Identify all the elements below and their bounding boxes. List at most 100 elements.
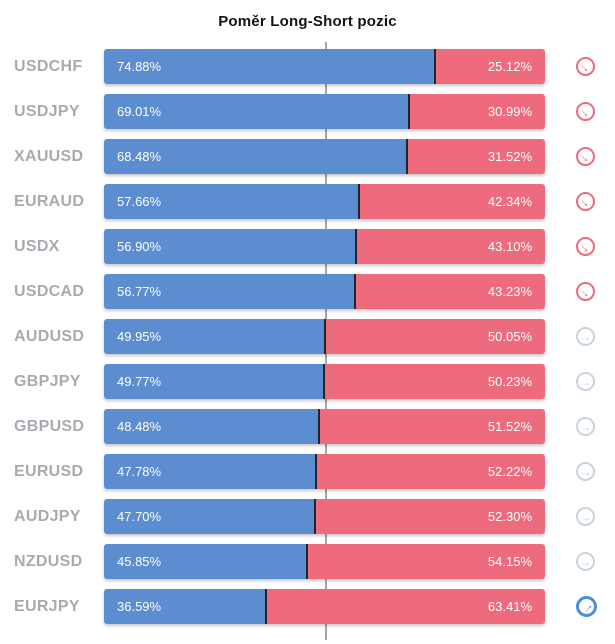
ratio-bar[interactable]: 74.88% 25.12%	[104, 49, 545, 84]
arrow-up-right-circle-icon[interactable]: →	[576, 596, 597, 617]
long-segment: 57.66%	[104, 184, 359, 219]
arrow-down-right-circle-icon[interactable]: →	[576, 147, 595, 166]
ratio-bar[interactable]: 69.01% 30.99%	[104, 94, 545, 129]
short-segment: 42.34%	[360, 184, 545, 219]
segment-divider	[405, 139, 408, 174]
pair-label: USDCHF	[14, 57, 83, 75]
segment-divider	[354, 274, 357, 309]
ratio-bar[interactable]: 68.48% 31.52%	[104, 139, 545, 174]
trend-icon-cell: →	[545, 552, 615, 571]
pair-label: USDCAD	[14, 282, 85, 300]
segment-divider	[265, 589, 268, 624]
trend-icon-cell: →	[545, 462, 615, 481]
arrow-down-right-circle-icon[interactable]: →	[576, 237, 595, 256]
table-row: GBPUSD 48.48% 51.52% →	[0, 404, 615, 449]
chart-rows: USDCHF 74.88% 25.12% → USDJPY 69.01% 30.…	[0, 44, 615, 629]
pair-label: AUDJPY	[14, 507, 81, 525]
segment-divider	[314, 499, 317, 534]
ratio-bar[interactable]: 45.85% 54.15%	[104, 544, 545, 579]
arrow-glyph: →	[579, 419, 592, 434]
short-segment: 31.52%	[407, 139, 545, 174]
short-segment: 51.52%	[319, 409, 545, 444]
long-segment: 69.01%	[104, 94, 409, 129]
segment-divider	[358, 184, 361, 219]
ratio-bar[interactable]: 57.66% 42.34%	[104, 184, 545, 219]
short-segment: 52.22%	[316, 454, 545, 489]
arrow-right-circle-icon[interactable]: →	[576, 372, 595, 391]
arrow-glyph: →	[576, 192, 595, 211]
ratio-bar[interactable]: 36.59% 63.41%	[104, 589, 545, 624]
arrow-down-right-circle-icon[interactable]: →	[576, 282, 595, 301]
long-segment: 36.59%	[104, 589, 266, 624]
pair-label: USDJPY	[14, 102, 80, 120]
segment-divider	[408, 94, 411, 129]
arrow-glyph: →	[576, 102, 595, 121]
table-row: AUDJPY 47.70% 52.30% →	[0, 494, 615, 539]
short-segment: 50.05%	[326, 319, 545, 354]
ratio-bar[interactable]: 56.77% 43.23%	[104, 274, 545, 309]
short-segment: 63.41%	[267, 589, 545, 624]
trend-icon-cell: →	[545, 57, 615, 76]
pair-label: GBPJPY	[14, 372, 81, 390]
arrow-right-circle-icon[interactable]: →	[576, 507, 595, 526]
segment-divider	[314, 454, 317, 489]
arrow-glyph: →	[579, 374, 592, 389]
long-segment: 49.95%	[104, 319, 325, 354]
arrow-down-right-circle-icon[interactable]: →	[576, 192, 595, 211]
ratio-bar[interactable]: 49.95% 50.05%	[104, 319, 545, 354]
table-row: USDX 56.90% 43.10% →	[0, 224, 615, 269]
long-segment: 74.88%	[104, 49, 435, 84]
arrow-glyph: →	[576, 237, 595, 256]
trend-icon-cell: →	[545, 192, 615, 211]
ratio-bar[interactable]: 49.77% 50.23%	[104, 364, 545, 399]
table-row: AUDUSD 49.95% 50.05% →	[0, 314, 615, 359]
short-segment: 43.10%	[356, 229, 545, 264]
trend-icon-cell: →	[545, 147, 615, 166]
long-segment: 56.77%	[104, 274, 355, 309]
short-segment: 54.15%	[308, 544, 545, 579]
arrow-glyph: →	[579, 464, 592, 479]
table-row: NZDUSD 45.85% 54.15% →	[0, 539, 615, 584]
pair-label: EURAUD	[14, 192, 85, 210]
ratio-bar[interactable]: 47.78% 52.22%	[104, 454, 545, 489]
segment-divider	[354, 229, 357, 264]
short-segment: 50.23%	[325, 364, 545, 399]
ratio-bar[interactable]: 56.90% 43.10%	[104, 229, 545, 264]
trend-icon-cell: →	[545, 327, 615, 346]
arrow-right-circle-icon[interactable]: →	[576, 327, 595, 346]
trend-icon-cell: →	[545, 372, 615, 391]
table-row: USDCAD 56.77% 43.23% →	[0, 269, 615, 314]
arrow-glyph: →	[576, 147, 595, 166]
long-segment: 68.48%	[104, 139, 406, 174]
trend-icon-cell: →	[545, 507, 615, 526]
segment-divider	[434, 49, 437, 84]
pair-label: XAUUSD	[14, 147, 84, 165]
long-segment: 47.70%	[104, 499, 315, 534]
table-row: GBPJPY 49.77% 50.23% →	[0, 359, 615, 404]
table-row: USDCHF 74.88% 25.12% →	[0, 44, 615, 89]
pair-label: USDX	[14, 237, 60, 255]
trend-icon-cell: →	[545, 102, 615, 121]
arrow-down-right-circle-icon[interactable]: →	[576, 102, 595, 121]
long-segment: 49.77%	[104, 364, 324, 399]
table-row: EURUSD 47.78% 52.22% →	[0, 449, 615, 494]
pair-label: NZDUSD	[14, 552, 83, 570]
trend-icon-cell: →	[545, 417, 615, 436]
pair-label: AUDUSD	[14, 327, 85, 345]
trend-icon-cell: →	[545, 237, 615, 256]
ratio-bar[interactable]: 47.70% 52.30%	[104, 499, 545, 534]
pair-label: EURUSD	[14, 462, 84, 480]
arrow-right-circle-icon[interactable]: →	[576, 462, 595, 481]
long-segment: 48.48%	[104, 409, 318, 444]
arrow-right-circle-icon[interactable]: →	[576, 552, 595, 571]
ratio-bar[interactable]: 48.48% 51.52%	[104, 409, 545, 444]
short-segment: 25.12%	[436, 49, 545, 84]
arrow-down-right-circle-icon[interactable]: →	[576, 57, 595, 76]
segment-divider	[324, 319, 327, 354]
short-segment: 43.23%	[356, 274, 545, 309]
arrow-right-circle-icon[interactable]: →	[576, 417, 595, 436]
pair-label: EURJPY	[14, 597, 80, 615]
arrow-glyph: →	[579, 329, 592, 344]
table-row: USDJPY 69.01% 30.99% →	[0, 89, 615, 134]
